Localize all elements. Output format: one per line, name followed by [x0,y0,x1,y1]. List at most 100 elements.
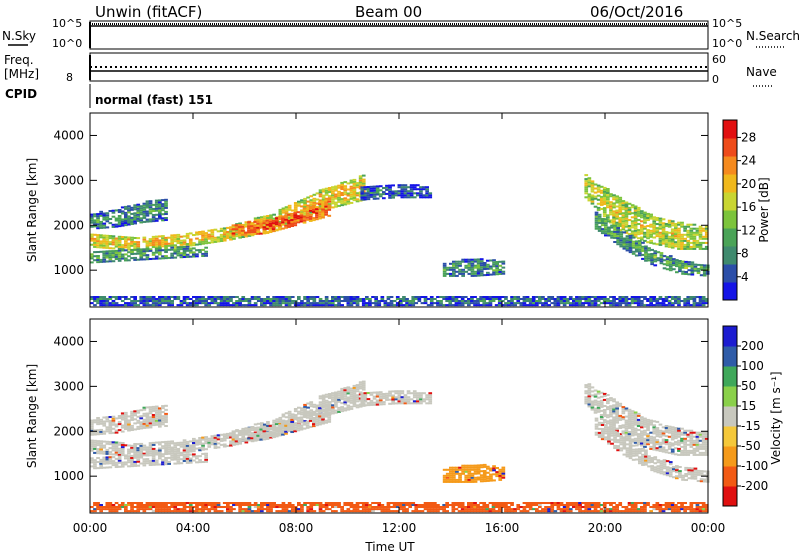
data-cell [358,199,363,202]
data-cell [675,477,679,480]
data-cell [675,467,679,470]
data-cell [318,403,323,406]
data-cell [646,418,650,421]
data-cell [281,296,286,299]
data-cell [619,241,624,244]
data-cell [274,223,279,226]
data-cell [305,420,310,423]
data-cell [495,263,499,266]
data-cell [343,191,348,194]
data-cell [102,256,107,259]
data-cell [486,475,490,478]
data-cell [176,242,181,245]
data-cell [352,403,357,406]
data-cell [296,211,301,214]
data-cell [192,247,196,250]
data-cell [334,197,338,200]
data-cell [120,461,125,464]
data-cell [151,218,156,221]
data-cell [188,298,193,301]
data-cell [284,426,288,429]
data-cell [680,243,684,246]
data-cell [672,262,676,265]
data-cell [562,300,567,303]
data-cell [640,438,644,441]
data-cell [201,461,205,464]
data-cell [674,437,678,440]
data-cell [275,302,280,305]
data-cell [262,432,267,435]
data-cell [204,300,208,303]
data-cell [201,302,205,305]
data-cell [606,408,610,411]
data-cell [624,296,629,299]
data-cell [658,221,663,224]
data-cell [449,466,453,469]
data-cell [646,443,650,446]
data-cell [491,298,496,301]
data-cell [303,296,307,299]
data-cell [281,427,285,430]
data-cell [111,423,116,426]
data-cell [361,300,366,303]
data-cell [222,298,227,301]
data-cell [455,470,459,473]
data-cell [618,210,623,213]
data-cell [621,216,626,219]
data-cell [667,435,672,438]
data-cell [630,440,635,443]
data-cell [461,466,465,469]
data-cell [636,425,641,428]
data-cell [204,304,208,307]
data-cell [262,430,267,433]
data-cell [633,413,638,416]
data-cell [346,390,351,393]
data-cell [315,216,319,219]
data-cell [510,298,514,301]
data-cell [668,261,673,264]
data-cell [158,207,162,210]
data-cell [615,217,619,220]
data-cell [260,304,264,307]
data-cell [195,455,199,458]
data-cell [240,431,245,434]
data-cell [400,396,405,399]
data-cell [683,302,687,305]
data-cell [630,428,635,431]
data-cell [494,304,499,307]
data-cell [618,404,623,407]
data-cell [612,196,616,199]
data-cell [622,239,627,242]
data-cell [482,268,487,271]
data-cell [154,405,159,408]
data-cell [382,197,386,200]
data-cell [318,302,323,305]
data-cell [272,300,276,303]
data-cell [139,209,144,212]
data-cell [655,243,660,246]
data-cell [148,296,153,299]
data-cell [411,298,416,301]
data-cell [120,465,125,468]
data-cell [621,302,626,305]
data-cell [201,438,205,441]
data-cell [334,397,338,400]
data-cell [596,400,601,403]
data-cell [461,268,465,271]
data-cell [625,439,630,442]
data-cell [114,466,119,469]
data-cell [372,195,377,198]
data-cell [222,437,227,440]
data-cell [327,203,332,206]
data-cell [93,433,97,436]
data-cell [624,437,629,440]
data-cell [213,444,218,447]
data-cell [416,188,420,191]
data-cell [636,302,641,305]
data-cell [677,243,681,246]
data-cell [158,203,162,206]
data-cell [93,215,97,218]
data-cell [630,424,635,427]
data-cell [442,298,446,301]
data-cell [662,267,667,270]
